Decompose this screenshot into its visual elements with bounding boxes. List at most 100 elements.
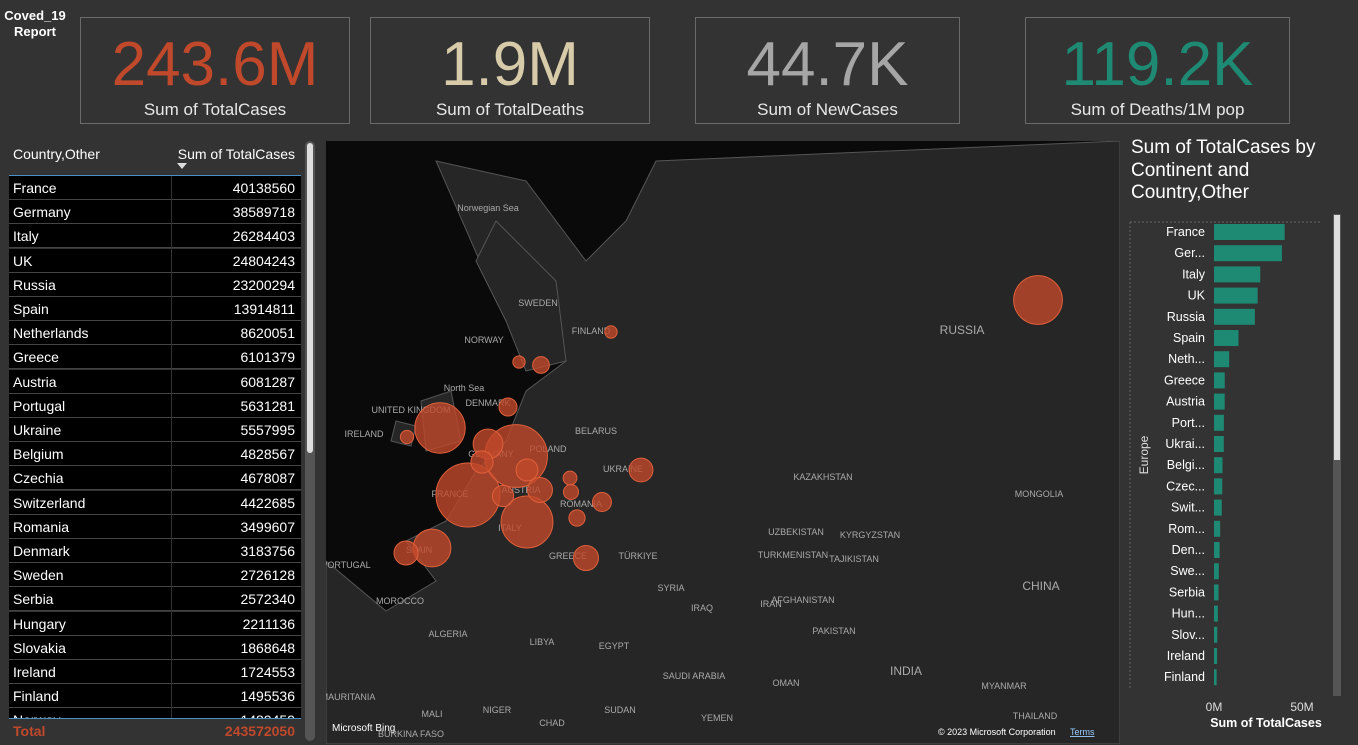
kpi-value: 243.6M bbox=[111, 30, 319, 99]
map-label: NIGER bbox=[483, 705, 512, 715]
cases-cell: 40138560 bbox=[232, 180, 295, 196]
map-label: POLAND bbox=[529, 444, 567, 454]
map-label: MAURITANIA bbox=[326, 692, 375, 702]
bar-chart-title: Sum of TotalCases by Continent and Count… bbox=[1131, 137, 1316, 203]
country-cell: Spain bbox=[13, 301, 49, 317]
map-label: RUSSIA bbox=[940, 323, 985, 337]
cell-divider bbox=[171, 587, 172, 612]
table-row: UK 24804243 bbox=[9, 248, 301, 273]
kpi-value: 119.2K bbox=[1061, 30, 1254, 99]
scrollbar[interactable] bbox=[305, 141, 315, 741]
x-axis-label: Sum of TotalCases bbox=[1210, 716, 1322, 730]
country-cell: Finland bbox=[13, 688, 59, 705]
case-bubble bbox=[532, 356, 550, 374]
map[interactable]: Microsoft Bing © 2023 Microsoft Corporat… bbox=[326, 141, 1120, 744]
case-bubble bbox=[527, 477, 553, 503]
cases-cell: 1868648 bbox=[240, 639, 295, 656]
cell-divider bbox=[171, 490, 172, 515]
map-label: EGYPT bbox=[599, 641, 630, 651]
country-cell: UK bbox=[13, 252, 33, 269]
country-cell: Portugal bbox=[13, 397, 66, 414]
map-label: KAZAKHSTAN bbox=[793, 472, 852, 482]
map-label: MYANMAR bbox=[981, 681, 1027, 691]
table-total: Total 243572050 bbox=[9, 718, 301, 745]
case-bubble bbox=[1013, 275, 1063, 325]
cell-divider bbox=[171, 248, 172, 273]
bar bbox=[1214, 584, 1219, 601]
bar bbox=[1214, 414, 1224, 431]
bar bbox=[1214, 669, 1217, 686]
cell-divider bbox=[171, 539, 172, 563]
total-label: Total bbox=[13, 723, 46, 739]
cell-divider bbox=[171, 297, 172, 321]
country-cell: Austria bbox=[13, 373, 57, 390]
cases-cell: 2726128 bbox=[240, 567, 295, 584]
y-tick-label: Neth... bbox=[1168, 352, 1205, 366]
kpi-label: Sum of TotalDeaths bbox=[435, 100, 585, 119]
kpi-label: Sum of TotalCases bbox=[143, 100, 287, 119]
map-label: BELARUS bbox=[575, 426, 617, 436]
map-label: LIBYA bbox=[530, 637, 555, 647]
country-cell: Denmark bbox=[13, 543, 70, 559]
column-header[interactable]: Sum of TotalCases bbox=[177, 146, 295, 162]
column-header[interactable]: Country,Other bbox=[13, 146, 100, 162]
country-cell: Netherlands bbox=[13, 325, 89, 342]
map-label: ALGERIA bbox=[428, 629, 467, 639]
table-row: Denmark 3183756 bbox=[9, 539, 301, 563]
bar bbox=[1214, 499, 1222, 516]
map-label: KYRGYZSTAN bbox=[840, 530, 900, 540]
kpi-label: Sum of NewCases bbox=[757, 100, 898, 119]
map-terms[interactable]: Terms bbox=[1070, 727, 1095, 737]
cell-divider bbox=[171, 224, 172, 249]
case-bubble bbox=[628, 457, 654, 483]
cell-divider bbox=[171, 442, 172, 467]
table-row: Sweden 2726128 bbox=[9, 563, 301, 588]
cases-cell: 1489459 bbox=[240, 712, 295, 718]
table-header: Country,Other Sum of TotalCases bbox=[9, 141, 301, 176]
table-row: Serbia 2572340 bbox=[9, 587, 301, 612]
x-tick-label: 50M bbox=[1290, 700, 1313, 714]
country-cell: Russia bbox=[13, 276, 56, 293]
cases-cell: 13914811 bbox=[233, 301, 295, 317]
country-cell: Italy bbox=[13, 228, 39, 245]
table-row: Hungary 2211136 bbox=[9, 611, 301, 636]
map-label: GREECE bbox=[549, 551, 587, 561]
cases-cell: 24804243 bbox=[232, 252, 295, 269]
y-tick-label: Czec... bbox=[1166, 479, 1205, 493]
country-cell: Sweden bbox=[13, 567, 64, 584]
bar bbox=[1214, 542, 1220, 558]
cell-divider bbox=[171, 684, 172, 709]
table-row: Norway 1489459 bbox=[9, 708, 301, 718]
bar bbox=[1214, 372, 1225, 389]
cases-cell: 38589718 bbox=[232, 204, 295, 221]
y-tick-label: France bbox=[1166, 225, 1205, 239]
y-tick-label: Port... bbox=[1172, 416, 1205, 430]
map-label: AUSTRIA bbox=[501, 485, 540, 495]
map-label: IRAN bbox=[760, 599, 782, 609]
table-row: Romania 3499607 bbox=[9, 514, 301, 539]
bar bbox=[1214, 478, 1223, 495]
bar-chart: Europe France Ger... Italy UK Russia Spain Neth… bbox=[1129, 214, 1341, 730]
cases-cell: 6081287 bbox=[240, 373, 295, 390]
cases-cell: 6101379 bbox=[240, 349, 295, 366]
y-tick-label: Finland bbox=[1164, 670, 1205, 684]
cell-divider bbox=[171, 345, 172, 370]
total-value: 243572050 bbox=[224, 723, 295, 739]
country-cell: Norway bbox=[13, 712, 60, 718]
table-row: Italy 26284403 bbox=[9, 224, 301, 249]
y-tick-label: Serbia bbox=[1169, 585, 1205, 599]
case-bubble bbox=[568, 509, 586, 527]
bar bbox=[1214, 287, 1258, 304]
case-bubble bbox=[500, 495, 554, 549]
y-tick-label: Belgi... bbox=[1167, 458, 1205, 472]
country-cell: Czechia bbox=[13, 470, 64, 487]
table-row: Austria 6081287 bbox=[9, 369, 301, 394]
map-label: SYRIA bbox=[657, 583, 684, 593]
country-cell: France bbox=[13, 180, 57, 196]
map-label: AFGHANISTAN bbox=[771, 595, 834, 605]
table-row: Belgium 4828567 bbox=[9, 442, 301, 467]
cell-divider bbox=[171, 176, 172, 200]
cell-divider bbox=[171, 200, 172, 225]
map-label: MOROCCO bbox=[376, 596, 424, 606]
map-label: INDIA bbox=[890, 664, 922, 678]
